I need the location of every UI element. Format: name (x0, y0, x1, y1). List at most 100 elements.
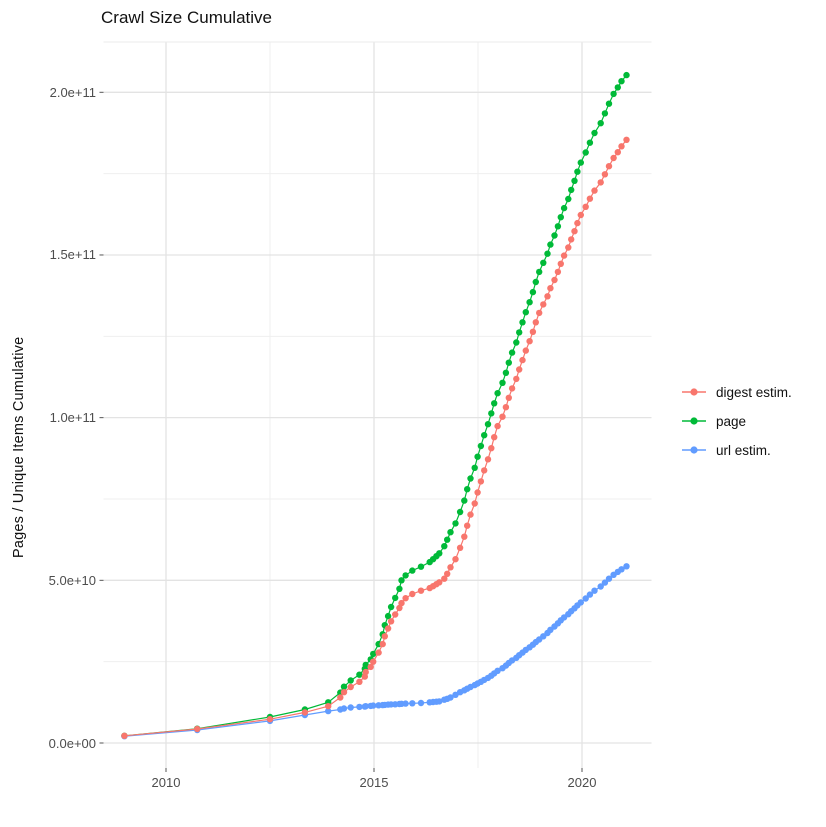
data-point-digest-estim (494, 422, 501, 430)
data-point-url-estim (494, 667, 501, 674)
data-point-digest-estim (586, 195, 594, 202)
data-point-url-estim (577, 599, 584, 606)
data-point-digest-estim (571, 228, 578, 235)
data-point-url-estim (623, 563, 630, 570)
data-point-page (577, 159, 584, 166)
data-point-url-estim (347, 704, 354, 711)
data-point-digest-estim (375, 649, 382, 656)
data-point-digest-estim (557, 260, 564, 267)
y-tick-label: 2.0e+11 (49, 84, 96, 100)
y-tick-label: 0.0e+00 (48, 735, 96, 751)
legend-item-url-estim: url estim. (681, 440, 792, 460)
data-point-digest-estim (396, 604, 403, 612)
data-point-url-estim (417, 699, 425, 707)
data-point-digest-estim (381, 633, 388, 640)
data-point-digest-estim (301, 709, 309, 716)
data-point-page (536, 268, 543, 276)
x-tick-label: 2015 (359, 775, 389, 790)
data-point-digest-estim (505, 394, 512, 401)
data-point-page (387, 603, 395, 611)
data-point-url-estim (362, 703, 369, 710)
data-point-digest-estim (392, 611, 399, 618)
data-point-digest-estim (481, 467, 488, 474)
data-point-digest-estim (325, 703, 332, 710)
data-point-page (456, 508, 464, 516)
data-point-url-estim (325, 707, 332, 715)
data-point-digest-estim (398, 599, 405, 607)
data-point-digest-estim (402, 595, 409, 602)
data-point-page (347, 677, 354, 684)
data-point-digest-estim (623, 136, 630, 143)
data-point-digest-estim (340, 689, 348, 696)
y-tick-label: 1.0e+11 (49, 410, 96, 426)
data-point-page (560, 204, 568, 212)
data-point-page (544, 250, 551, 257)
data-point-digest-estim (441, 575, 448, 582)
data-point-page (464, 486, 471, 493)
data-point-page (461, 497, 468, 504)
legend-label: digest estim. (716, 384, 792, 400)
data-point-page (586, 139, 594, 146)
legend-item-digest-estim: digest estim. (681, 382, 792, 402)
data-point-digest-estim (337, 694, 344, 701)
data-point-digest-estim (568, 236, 575, 243)
data-point-url-estim (356, 703, 363, 711)
data-point-page (441, 543, 448, 550)
chart-title: Crawl Size Cumulative (101, 8, 272, 27)
data-point-page (601, 110, 609, 117)
data-point-digest-estim (447, 564, 454, 571)
data-point-digest-estim (456, 544, 464, 551)
data-point-digest-estim (519, 356, 526, 364)
series-line-page (124, 74, 627, 737)
data-point-page (597, 120, 604, 127)
data-point-digest-estim (513, 375, 520, 383)
data-point-digest-estim (370, 658, 377, 665)
data-point-url-estim (601, 579, 609, 586)
data-point-digest-estim (444, 570, 451, 577)
data-point-page (502, 369, 510, 376)
data-point-page (623, 71, 630, 79)
data-point-digest-estim (610, 154, 617, 162)
data-point-digest-estim (474, 489, 481, 496)
data-point-digest-estim (499, 413, 506, 420)
data-point-page (471, 464, 478, 471)
data-point-digest-estim (554, 268, 562, 276)
data-point-digest-estim (379, 640, 386, 648)
data-point-digest-estim (387, 618, 395, 625)
data-point-digest-estim (508, 385, 516, 392)
data-point-digest-estim (362, 668, 369, 676)
data-point-digest-estim (529, 328, 537, 335)
data-point-page (481, 432, 488, 439)
data-point-url-estim (597, 583, 604, 590)
data-point-page (392, 594, 399, 602)
data-point-digest-estim (526, 338, 533, 345)
data-point-page (417, 563, 425, 570)
data-point-url-estim (582, 595, 589, 602)
legend: digest estim. page url estim. (681, 382, 792, 469)
data-point-digest-estim (614, 149, 621, 156)
data-point-digest-estim (347, 683, 354, 691)
data-point-digest-estim (477, 478, 485, 485)
data-point-digest-estim (574, 219, 581, 227)
data-point-digest-estim (356, 678, 363, 685)
data-point-url-estim (340, 705, 348, 712)
data-point-digest-estim (484, 456, 492, 463)
data-point-page (547, 241, 554, 248)
data-point-digest-estim (591, 187, 598, 194)
data-point-page (491, 400, 498, 407)
data-point-url-estim (447, 694, 454, 701)
data-point-url-estim (409, 700, 416, 707)
data-point-page (409, 567, 416, 574)
data-point-page (568, 186, 575, 194)
data-point-page (516, 329, 523, 336)
data-point-digest-estim (384, 625, 392, 632)
data-point-digest-estim (540, 301, 547, 308)
data-point-page (396, 585, 403, 592)
data-point-page (398, 577, 405, 584)
data-point-page (467, 475, 474, 482)
data-point-page (614, 84, 621, 91)
data-point-page (488, 410, 495, 417)
data-point-digest-estim (536, 309, 543, 317)
data-point-url-estim (618, 566, 625, 573)
data-point-page (551, 232, 558, 239)
